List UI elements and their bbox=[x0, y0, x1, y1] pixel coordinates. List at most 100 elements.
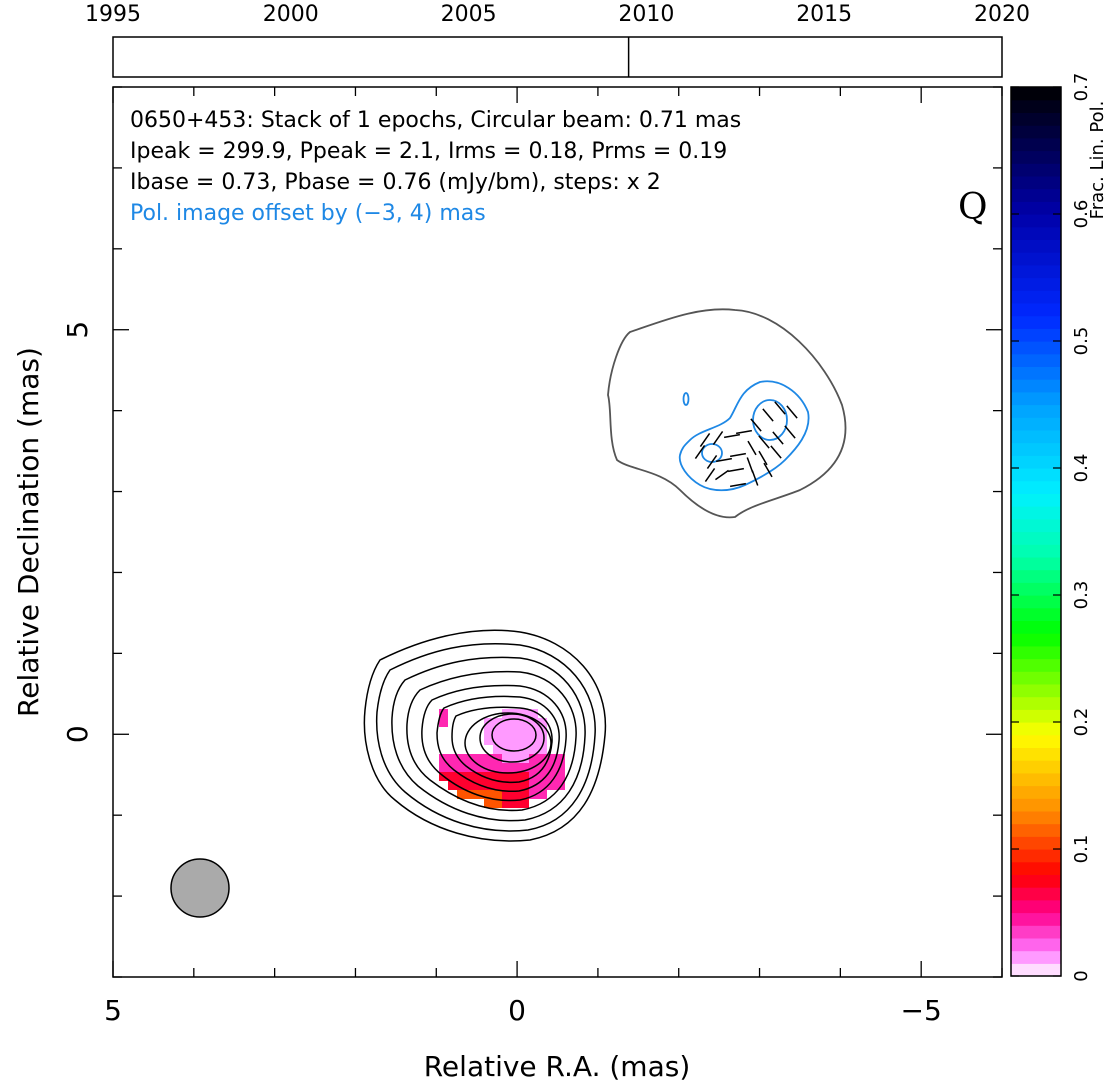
y-tick-label: 0 bbox=[61, 725, 94, 743]
colorbar-cell bbox=[1011, 125, 1061, 139]
fpol-pixel bbox=[484, 772, 493, 781]
colorbar-cell bbox=[1011, 518, 1061, 533]
fpol-pixel bbox=[511, 763, 520, 772]
fpol-pixel bbox=[529, 709, 538, 718]
fpol-pixel bbox=[520, 736, 529, 745]
fpol-pixel bbox=[466, 781, 475, 790]
colorbar-cell bbox=[1011, 658, 1061, 672]
evpa-tick bbox=[715, 457, 733, 463]
colorbar-cell bbox=[1011, 290, 1061, 304]
colorbar-cell bbox=[1011, 302, 1061, 317]
colorbar-cell bbox=[1011, 937, 1061, 952]
fpol-pixel bbox=[556, 781, 565, 790]
fpol-pixel bbox=[493, 799, 502, 808]
colorbar-cell bbox=[1011, 836, 1061, 850]
fpol-pixel bbox=[520, 790, 529, 799]
fpol-pixel bbox=[484, 799, 493, 808]
fpol-pixel bbox=[511, 727, 520, 736]
polarized-intensity-contours bbox=[678, 380, 810, 492]
fpol-pixel bbox=[448, 763, 457, 772]
fpol-pixel bbox=[484, 781, 493, 790]
colorbar-cell bbox=[1011, 175, 1061, 190]
colorbar-cell bbox=[1011, 226, 1061, 240]
colorbar-cell bbox=[1011, 468, 1061, 482]
timeline-year-label: 2000 bbox=[263, 2, 319, 27]
colorbar-cell bbox=[1011, 671, 1061, 685]
fpol-pixel bbox=[484, 727, 493, 736]
colorbar-cell bbox=[1011, 595, 1061, 609]
fpol-pixel bbox=[520, 727, 529, 736]
colorbar-cell bbox=[1011, 87, 1061, 101]
colorbar-cell bbox=[1011, 899, 1061, 914]
y-tick-label: 5 bbox=[61, 321, 94, 339]
fpol-pixel bbox=[520, 718, 529, 727]
fpol-pixel bbox=[493, 736, 502, 745]
colorbar-tick-label: 0.5 bbox=[1071, 327, 1092, 356]
colorbar-cell bbox=[1011, 874, 1061, 888]
fpol-pixel bbox=[511, 736, 520, 745]
timeline-box bbox=[112, 36, 1003, 78]
fpol-pixel bbox=[475, 772, 484, 781]
fpol-pixel bbox=[529, 718, 538, 727]
colorbar-cell bbox=[1011, 734, 1061, 748]
colorbar-tick-label: 0 bbox=[1071, 970, 1092, 981]
fpol-pixel bbox=[475, 754, 484, 763]
colorbar-tick-label: 0.4 bbox=[1071, 454, 1092, 483]
fpol-pixel bbox=[511, 772, 520, 781]
colorbar-cell bbox=[1011, 645, 1061, 660]
fpol-pixel bbox=[520, 799, 529, 808]
fpol-pixel bbox=[457, 772, 466, 781]
colorbar-frame bbox=[1010, 86, 1062, 977]
x-tick-label: 5 bbox=[104, 994, 122, 1027]
fpol-pixel bbox=[511, 754, 520, 763]
fpol-pixel bbox=[502, 736, 511, 745]
colorbar-cell bbox=[1011, 747, 1061, 761]
fpol-pixel bbox=[520, 754, 529, 763]
fpol-pixel bbox=[511, 745, 520, 754]
fpol-pixel bbox=[439, 709, 448, 718]
evpa-tick bbox=[735, 429, 753, 435]
fpol-pixel bbox=[448, 772, 457, 781]
fpol-pixel bbox=[493, 754, 502, 763]
timeline-year-label: 2015 bbox=[796, 2, 852, 27]
colorbar-cell bbox=[1011, 239, 1061, 253]
colorbar-cell bbox=[1011, 810, 1061, 825]
header-text: 0650+453: Stack of 1 epochs, Circular be… bbox=[130, 108, 988, 228]
colorbar-cell bbox=[1011, 823, 1061, 837]
evpa-tick bbox=[758, 450, 768, 466]
fpol-pixel bbox=[520, 763, 529, 772]
timeline-year-label: 2020 bbox=[974, 2, 1030, 27]
x-axis-label: Relative R.A. (mas) bbox=[424, 1050, 691, 1083]
colorbar-cell bbox=[1011, 556, 1061, 571]
contour-4 bbox=[406, 670, 577, 812]
colorbar-cell bbox=[1011, 772, 1061, 787]
fpol-pixel bbox=[547, 781, 556, 790]
evpa-tick bbox=[712, 431, 724, 445]
colorbar-cell bbox=[1011, 264, 1061, 279]
map-frame bbox=[112, 86, 1003, 978]
fpol-pixel bbox=[484, 736, 493, 745]
colorbar-cell bbox=[1011, 569, 1061, 583]
colorbar-cell bbox=[1011, 188, 1061, 202]
colorbar-cell bbox=[1011, 379, 1061, 393]
fpol-pixel bbox=[493, 790, 502, 799]
colorbar-cell bbox=[1011, 404, 1061, 418]
fpol-pixel bbox=[439, 718, 448, 727]
colorbar-cell bbox=[1011, 887, 1061, 901]
colorbar-cell bbox=[1011, 683, 1061, 698]
evpa-tick bbox=[729, 452, 747, 458]
evpa-tick bbox=[704, 468, 716, 482]
fpol-pixel bbox=[493, 745, 502, 754]
fpol-pixel bbox=[502, 754, 511, 763]
colorbar-cell bbox=[1011, 506, 1061, 520]
fpol-pixel bbox=[520, 772, 529, 781]
colorbar-cell bbox=[1011, 582, 1061, 596]
contour-10 bbox=[491, 718, 537, 752]
fpol-pixel bbox=[493, 781, 502, 790]
fpol-pixel bbox=[502, 763, 511, 772]
fpol-pixel bbox=[529, 790, 538, 799]
colorbar-cell bbox=[1011, 912, 1061, 926]
colorbar-cell bbox=[1011, 544, 1061, 558]
fpol-pixel bbox=[475, 790, 484, 799]
